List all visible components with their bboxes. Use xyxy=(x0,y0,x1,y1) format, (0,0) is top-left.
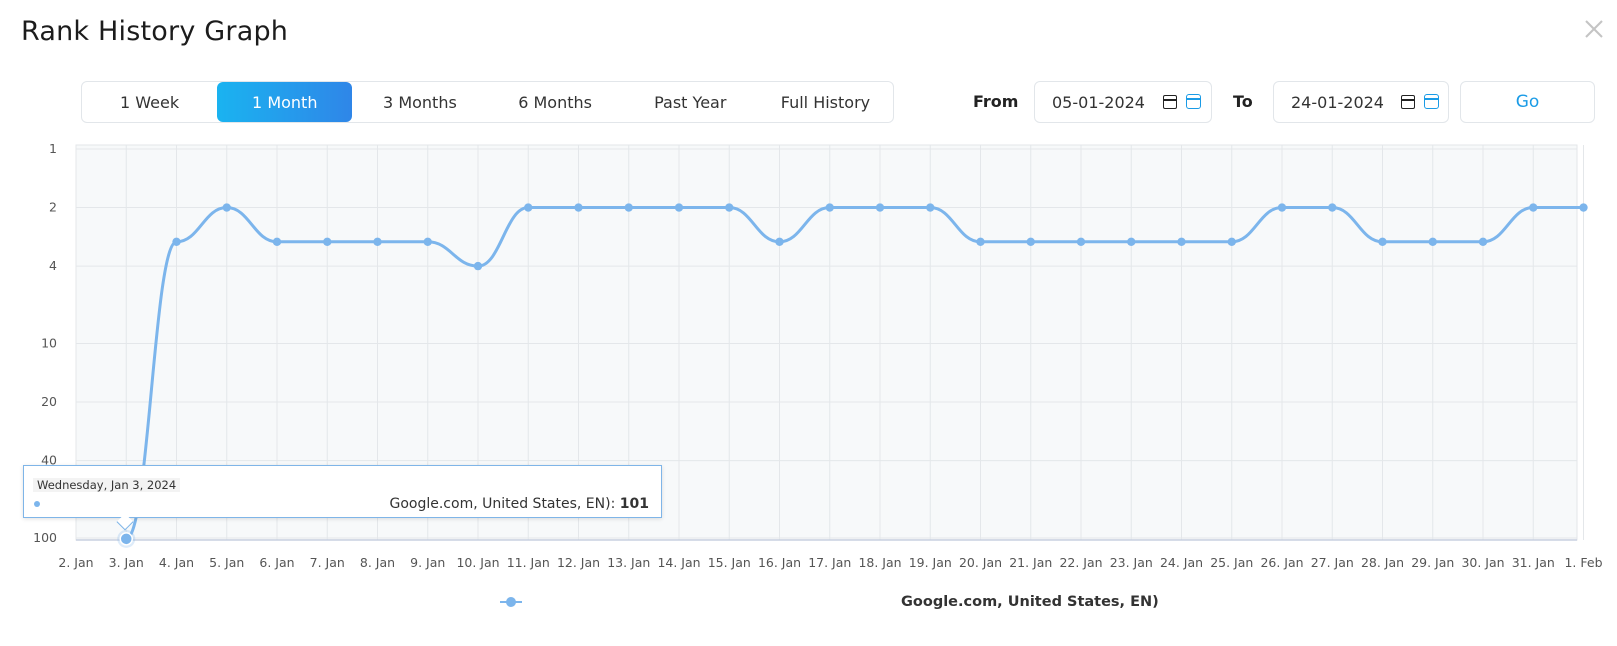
data-point xyxy=(1277,203,1287,212)
x-tick-label: 6. Jan xyxy=(259,555,294,570)
x-tick-label: 16. Jan xyxy=(758,555,801,570)
period-past-year-button[interactable]: Past Year xyxy=(654,92,727,112)
x-tick-label: 19. Jan xyxy=(909,555,952,570)
data-point xyxy=(875,203,885,212)
y-tick-label: 2 xyxy=(49,200,57,215)
data-point xyxy=(172,237,181,247)
to-label: To xyxy=(1233,92,1253,111)
to-date-input[interactable]: 24-01-2024 xyxy=(1273,81,1449,123)
data-point xyxy=(323,237,332,247)
x-tick-label: 15. Jan xyxy=(708,555,751,570)
y-tick-label: 1 xyxy=(49,141,57,156)
x-tick-label: 28. Jan xyxy=(1361,555,1404,570)
x-tick-label: 18. Jan xyxy=(858,555,901,570)
period-3-months-button[interactable]: 3 Months xyxy=(383,92,457,112)
x-tick-label: 31. Jan xyxy=(1512,555,1555,570)
y-tick-label: 20 xyxy=(41,394,57,409)
data-point xyxy=(1328,203,1337,212)
close-icon[interactable] xyxy=(1583,18,1605,40)
data-point xyxy=(1026,237,1035,247)
data-point xyxy=(674,203,684,212)
x-tick-label: 29. Jan xyxy=(1411,555,1454,570)
go-button[interactable]: Go xyxy=(1460,81,1595,123)
x-tick-label: 21. Jan xyxy=(1009,555,1052,570)
y-tick-label: 40 xyxy=(41,453,57,468)
calendar-icon[interactable] xyxy=(1424,94,1439,109)
from-date-value: 05-01-2024 xyxy=(1052,92,1145,112)
x-tick-label: 4. Jan xyxy=(159,555,194,570)
data-point xyxy=(1428,237,1437,247)
y-tick-label: 4 xyxy=(49,258,57,273)
tooltip-date: Wednesday, Jan 3, 2024 xyxy=(33,478,181,492)
from-date-input[interactable]: 05-01-2024 xyxy=(1034,81,1212,123)
legend-series-label[interactable]: Google.com, United States, EN) xyxy=(901,594,1159,610)
chart-tooltip: Wednesday, Jan 3, 2024 Google.com, Unite… xyxy=(23,465,662,518)
data-point xyxy=(1227,237,1236,247)
data-point xyxy=(1579,203,1588,212)
y-tick-label: 10 xyxy=(41,336,57,351)
x-tick-label: 22. Jan xyxy=(1059,555,1102,570)
x-tick-label: 17. Jan xyxy=(808,555,851,570)
x-tick-label: 26. Jan xyxy=(1260,555,1303,570)
data-point xyxy=(725,203,734,212)
data-point xyxy=(1076,237,1086,247)
x-tick-label: 14. Jan xyxy=(657,555,700,570)
to-date-value: 24-01-2024 xyxy=(1291,92,1384,112)
period-1-month-button[interactable]: 1 Month xyxy=(217,82,353,122)
x-tick-label: 5. Jan xyxy=(209,555,244,570)
x-tick-label: 9. Jan xyxy=(410,555,445,570)
x-tick-label: 1. Feb xyxy=(1564,555,1602,570)
period-full-history-button[interactable]: Full History xyxy=(780,92,871,112)
modal-title: Rank History Graph xyxy=(21,16,289,47)
x-tick-label: 24. Jan xyxy=(1160,555,1203,570)
rank-history-chart: 1 2 4 10 20 40 100 2. Jan 3. Jan 4. Jan 5. Jan 6. … xyxy=(33,141,1602,570)
tooltip-value-line: Google.com, United States, EN): 101 xyxy=(389,496,649,512)
data-point xyxy=(1177,237,1186,247)
from-label: From xyxy=(973,92,1019,111)
period-1-week-button[interactable]: 1 Week xyxy=(120,92,180,112)
x-tick-label: 13. Jan xyxy=(607,555,650,570)
x-tick-label: 25. Jan xyxy=(1210,555,1253,570)
data-point xyxy=(1529,203,1538,212)
x-tick-label: 7. Jan xyxy=(310,555,345,570)
period-6-months-button[interactable]: 6 Months xyxy=(518,92,592,112)
x-tick-label: 2. Jan xyxy=(58,555,93,570)
calendar-picker-icon[interactable] xyxy=(1401,95,1415,109)
tooltip-value: 101 xyxy=(619,496,649,512)
data-point xyxy=(624,203,633,212)
data-point xyxy=(1478,237,1488,247)
x-tick-label: 27. Jan xyxy=(1311,555,1354,570)
x-tick-label: 30. Jan xyxy=(1461,555,1504,570)
chart-legend[interactable]: Google.com, United States, EN) xyxy=(500,592,1159,612)
tooltip-series-name: Google.com, United States, EN): xyxy=(389,496,620,512)
data-point xyxy=(272,237,282,247)
data-point xyxy=(1378,237,1387,247)
x-tick-label: 12. Jan xyxy=(557,555,600,570)
data-point xyxy=(926,203,935,212)
data-point xyxy=(473,261,483,271)
x-tick-label: 11. Jan xyxy=(507,555,550,570)
x-tick-label: 3. Jan xyxy=(109,555,144,570)
data-point xyxy=(775,237,784,247)
data-point xyxy=(423,237,432,247)
data-point xyxy=(373,237,382,247)
data-point xyxy=(1127,237,1136,247)
x-tick-label: 8. Jan xyxy=(360,555,395,570)
data-point xyxy=(825,203,834,212)
data-point xyxy=(574,203,583,212)
period-selector: 1 Week 1 Month 3 Months 6 Months Past Ye… xyxy=(81,81,894,123)
x-tick-label: 23. Jan xyxy=(1110,555,1153,570)
highlighted-point xyxy=(119,532,133,546)
legend-series-marker[interactable] xyxy=(500,596,522,608)
calendar-picker-icon[interactable] xyxy=(1163,95,1177,109)
calendar-icon[interactable] xyxy=(1186,94,1201,109)
y-tick-label: 100 xyxy=(33,530,57,545)
x-tick-label: 20. Jan xyxy=(959,555,1002,570)
data-point xyxy=(524,203,533,212)
data-point xyxy=(976,237,985,247)
data-point xyxy=(222,203,231,212)
x-tick-label: 10. Jan xyxy=(456,555,499,570)
tooltip-series-dot xyxy=(34,501,40,507)
